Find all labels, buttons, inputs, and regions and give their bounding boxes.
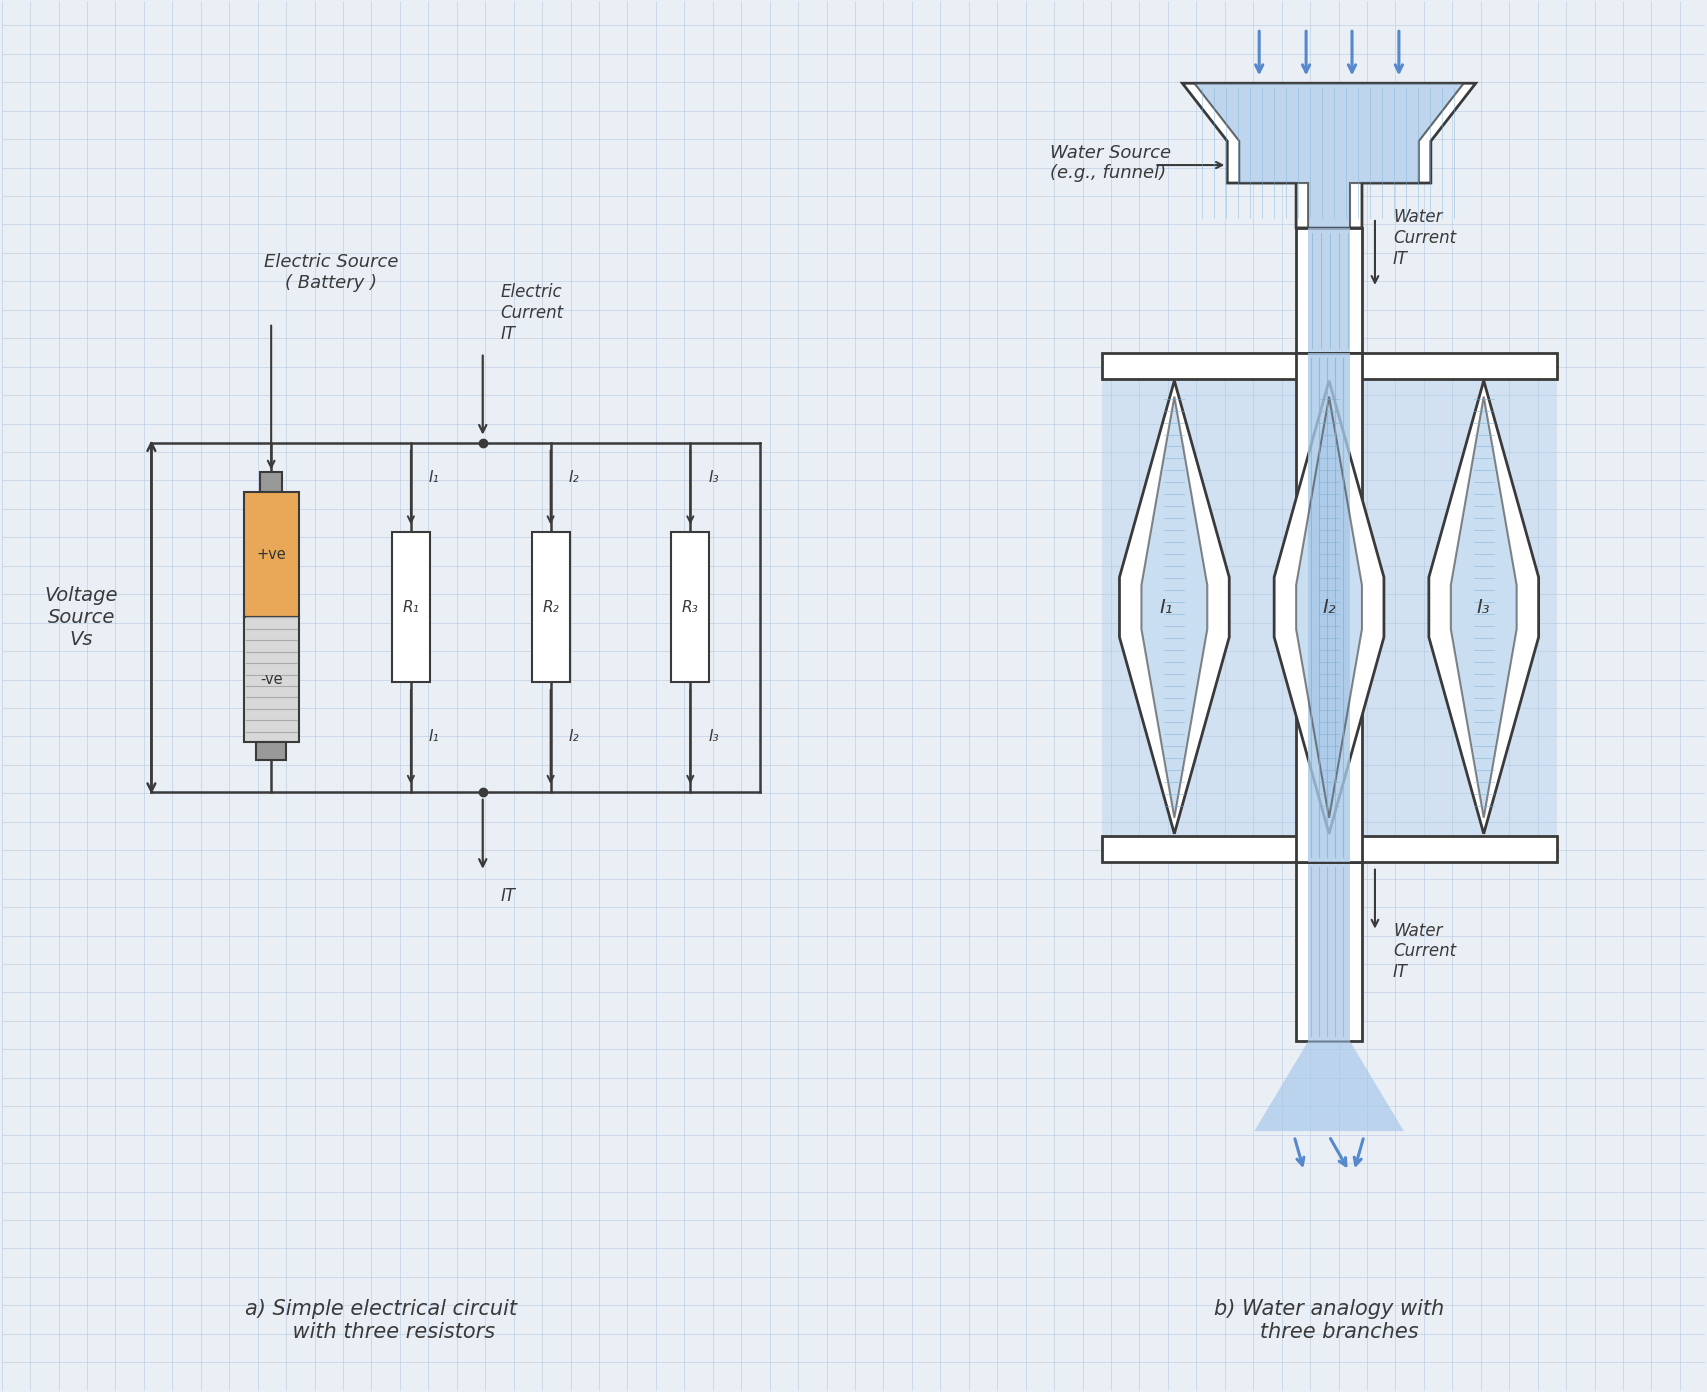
Text: -ve: -ve: [259, 672, 282, 688]
Text: I₁: I₁: [1159, 597, 1173, 617]
Bar: [244, 617, 299, 742]
Polygon shape: [1296, 397, 1362, 817]
Text: R₃: R₃: [683, 600, 698, 615]
Polygon shape: [1429, 380, 1538, 834]
Text: I₂: I₂: [1323, 597, 1337, 617]
Polygon shape: [1451, 397, 1518, 817]
Text: I₂: I₂: [568, 729, 579, 745]
Text: I₃: I₃: [1477, 597, 1490, 617]
Text: Voltage
Source
Vs: Voltage Source Vs: [44, 586, 118, 649]
Bar: [531, 532, 570, 682]
Text: Water
Current
IT: Water Current IT: [1393, 922, 1456, 981]
Text: Electric
Current
IT: Electric Current IT: [500, 283, 563, 342]
Text: a) Simple electrical circuit
    with three resistors: a) Simple electrical circuit with three …: [244, 1299, 517, 1342]
Text: b) Water analogy with
   three branches: b) Water analogy with three branches: [1214, 1299, 1444, 1342]
Polygon shape: [1183, 84, 1477, 228]
Text: IT: IT: [500, 887, 516, 905]
Text: Water
Current
IT: Water Current IT: [1393, 207, 1456, 267]
Bar: [1101, 835, 1557, 862]
Polygon shape: [1255, 1041, 1403, 1132]
Bar: [1296, 862, 1362, 1041]
Polygon shape: [1195, 84, 1465, 228]
Bar: [671, 532, 710, 682]
Text: I₁: I₁: [428, 729, 439, 745]
Polygon shape: [1120, 380, 1229, 834]
Bar: [1296, 228, 1362, 352]
Text: I₂: I₂: [568, 470, 579, 484]
Text: R₁: R₁: [403, 600, 420, 615]
Bar: [1101, 352, 1557, 862]
Bar: [1101, 352, 1557, 379]
Bar: [1296, 352, 1362, 862]
Bar: [256, 742, 287, 760]
Text: R₂: R₂: [543, 600, 558, 615]
Bar: [259, 472, 282, 493]
Bar: [1308, 352, 1350, 862]
Bar: [1308, 862, 1350, 1041]
Text: Electric Source
( Battery ): Electric Source ( Battery ): [265, 253, 398, 292]
Bar: [1308, 228, 1350, 352]
Text: +ve: +ve: [256, 547, 287, 562]
Text: I₁: I₁: [428, 470, 439, 484]
Bar: [244, 493, 299, 617]
Text: Water Source
(e.g., funnel): Water Source (e.g., funnel): [1050, 143, 1171, 182]
Text: I₃: I₃: [708, 729, 719, 745]
Polygon shape: [1142, 397, 1207, 817]
Text: I₃: I₃: [708, 470, 719, 484]
Polygon shape: [1273, 380, 1384, 834]
Bar: [393, 532, 430, 682]
